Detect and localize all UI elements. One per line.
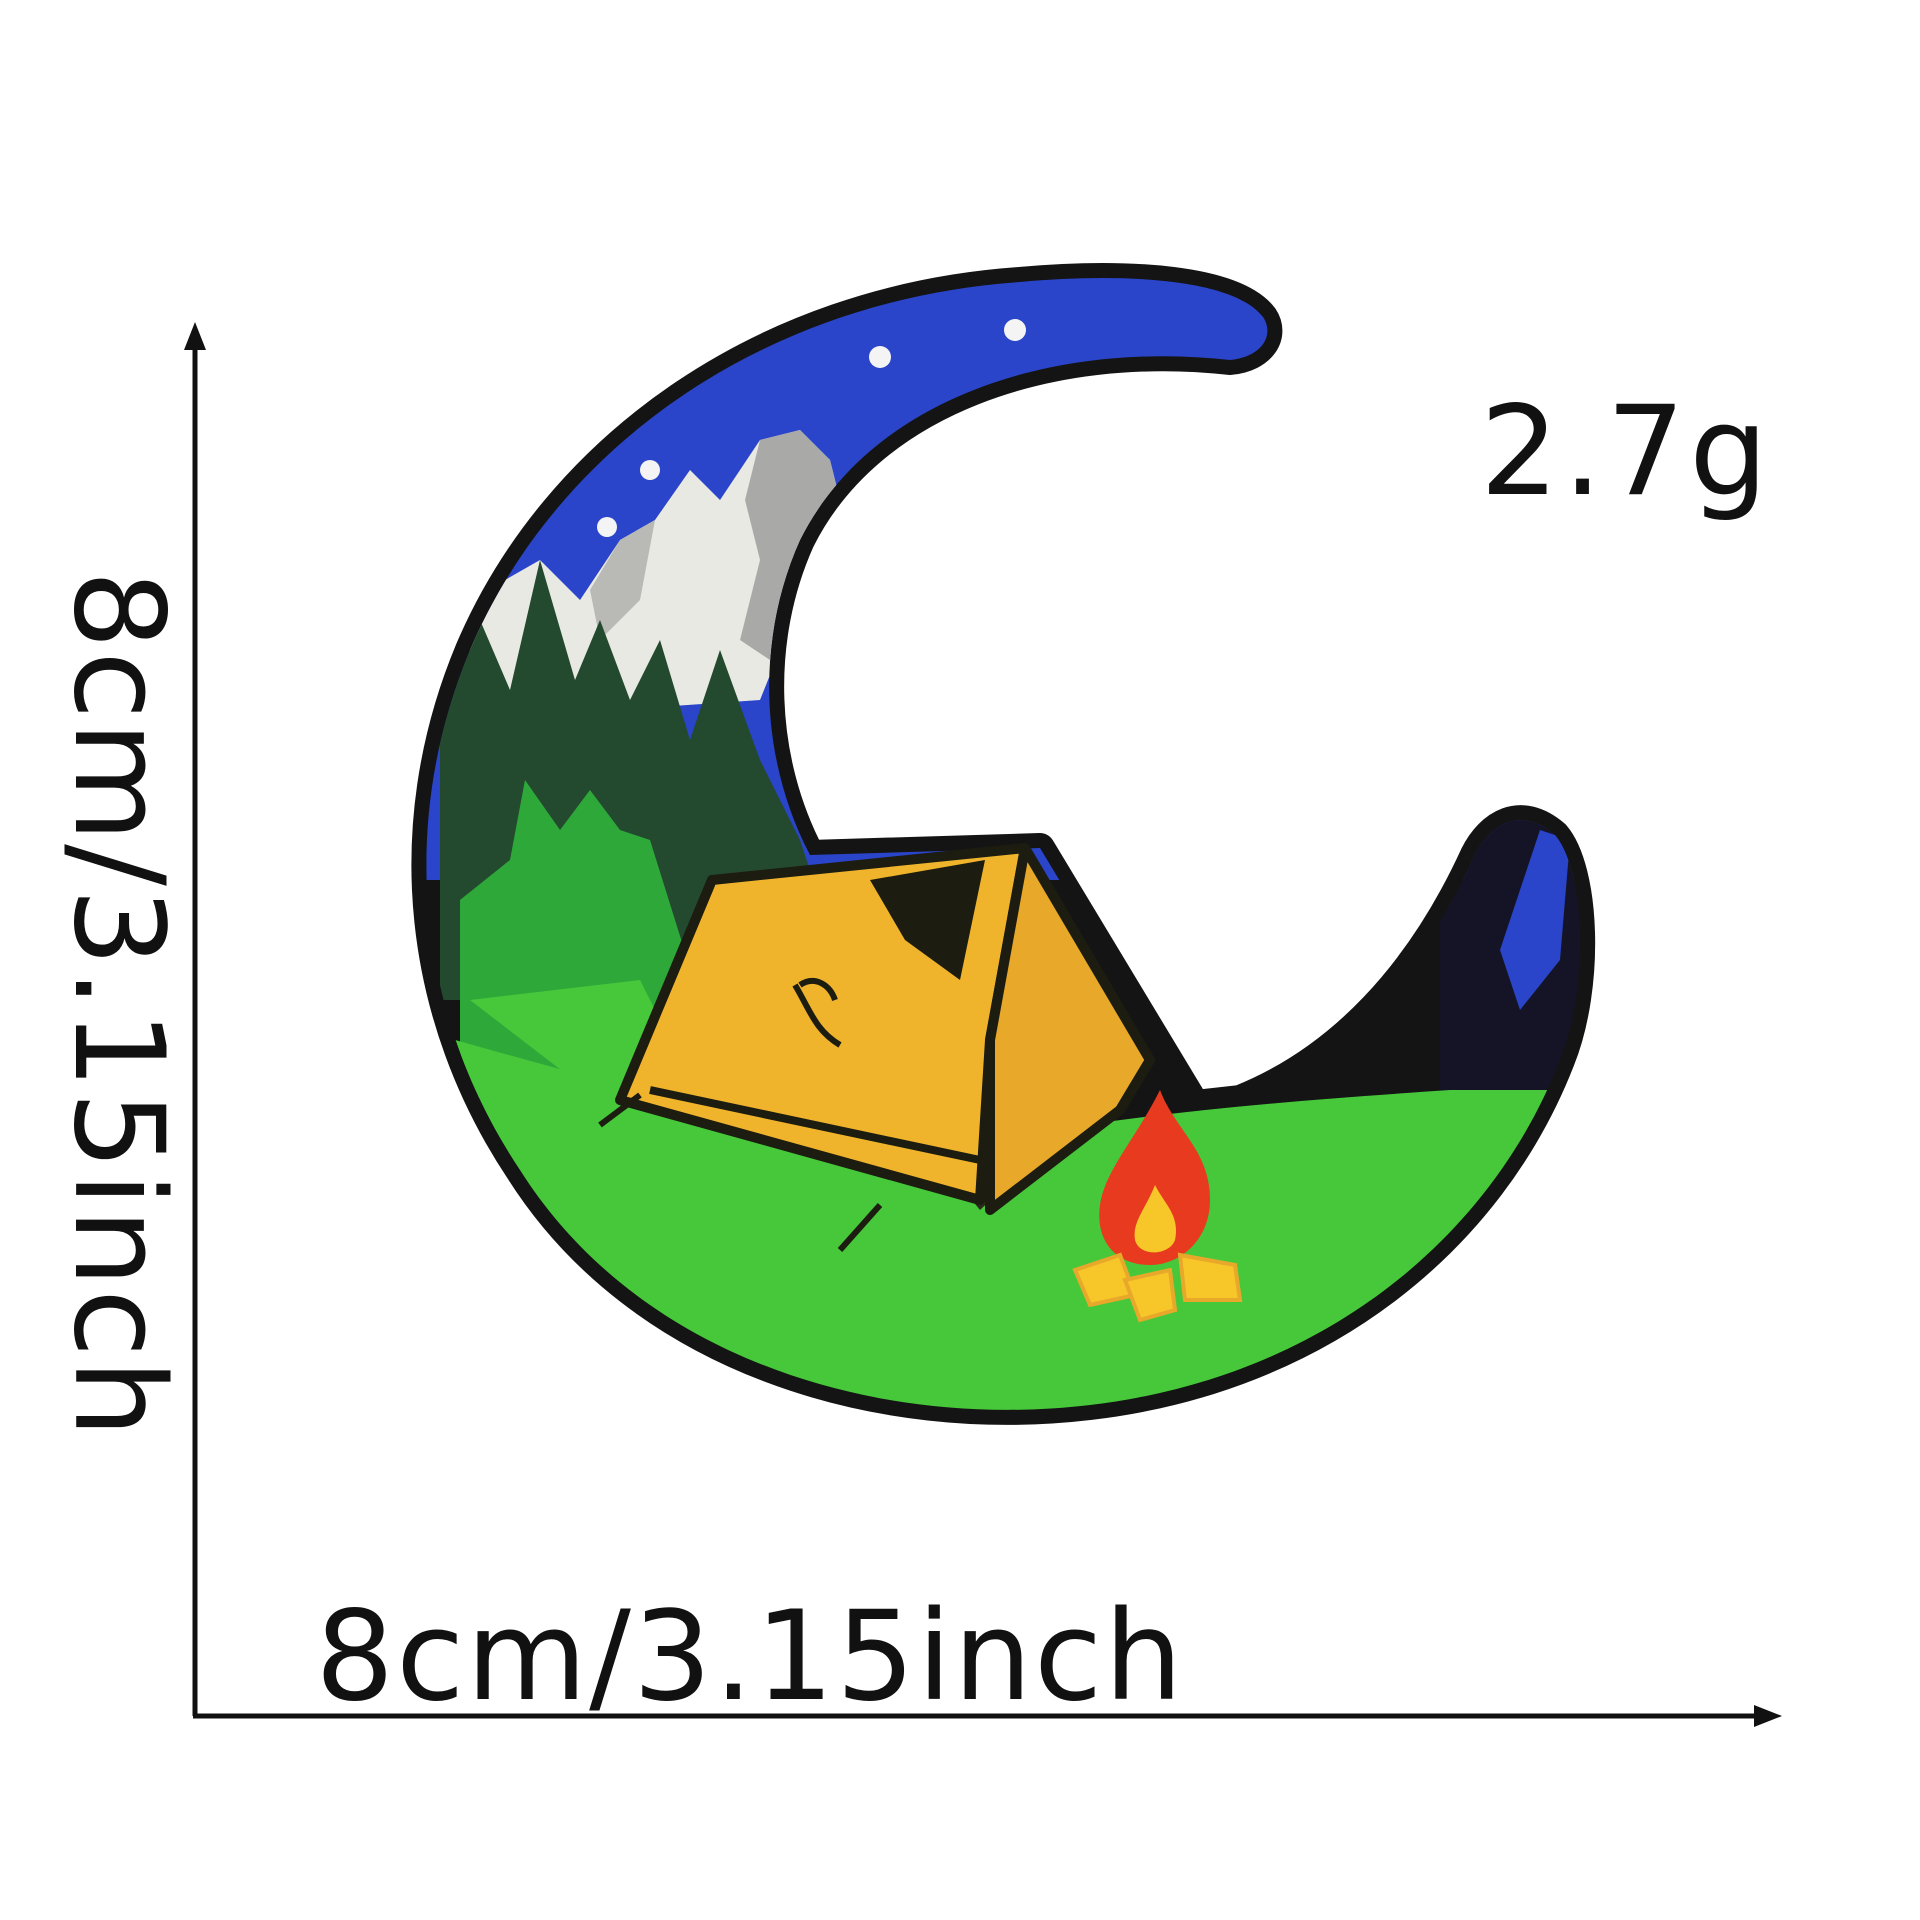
tent-flap-mark — [792, 978, 842, 1048]
arrow-right-icon — [1754, 1705, 1782, 1727]
star — [640, 460, 660, 480]
weight-label: 2.7g — [1480, 380, 1772, 524]
width-dimension-label: 8cm/3.15inch — [315, 1585, 1185, 1729]
fire-core — [1134, 1185, 1176, 1253]
tent-rope — [598, 1092, 642, 1128]
fire-flame — [1099, 1090, 1210, 1265]
tent-rope — [837, 1203, 883, 1252]
fire-log — [1177, 1252, 1243, 1302]
mountain-shadow — [590, 520, 655, 640]
tent-seam — [649, 1086, 981, 1164]
arrow-up-icon — [184, 322, 206, 350]
tent-side — [985, 843, 1155, 1215]
mountain-shadow — [740, 430, 845, 660]
height-dimension-label: 8cm/3.15inch — [46, 570, 190, 1440]
star — [869, 346, 891, 368]
fire-log — [1122, 1267, 1178, 1323]
star — [597, 517, 617, 537]
tent — [598, 843, 1155, 1252]
tail-sky — [1500, 830, 1570, 1010]
tent-shadow — [870, 860, 985, 980]
campfire — [1072, 1090, 1243, 1323]
star — [1004, 319, 1026, 341]
